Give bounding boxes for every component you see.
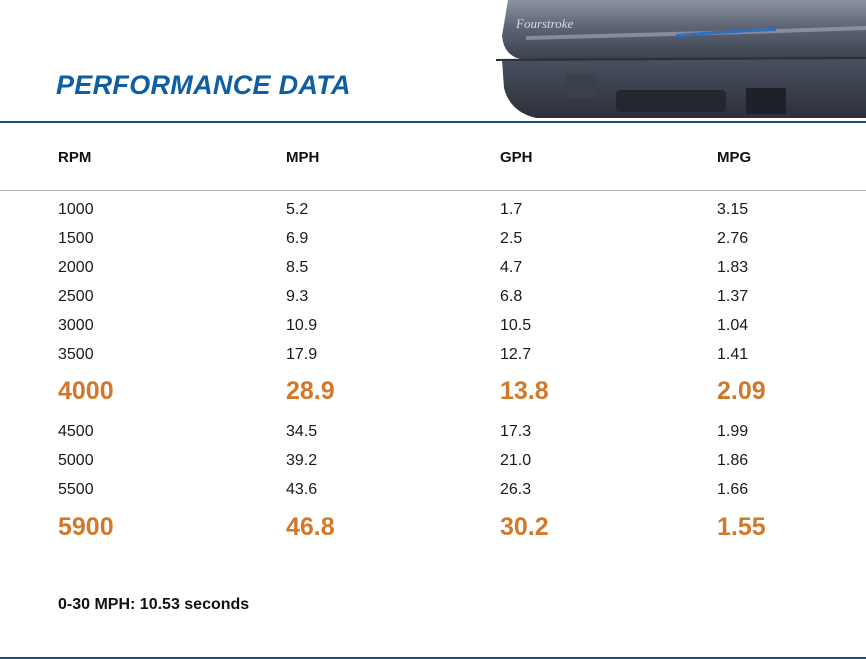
top-divider xyxy=(0,121,866,123)
cell-mpg: 1.66 xyxy=(717,481,749,498)
cell-mph: 6.9 xyxy=(286,230,309,247)
cell-mph: 17.9 xyxy=(286,346,318,363)
cell-mpg: 1.55 xyxy=(717,513,766,541)
cell-mpg: 1.41 xyxy=(717,346,749,363)
header-divider xyxy=(0,190,866,191)
cell-mpg: 2.76 xyxy=(717,230,749,247)
cell-rpm: 5000 xyxy=(58,452,94,469)
bottom-divider xyxy=(0,657,866,659)
cell-mph: 10.9 xyxy=(286,317,318,334)
cell-gph: 17.3 xyxy=(500,423,532,440)
acceleration-footnote: 0-30 MPH: 10.53 seconds xyxy=(58,596,250,613)
cell-gph: 1.7 xyxy=(500,201,523,218)
cell-mpg: 3.15 xyxy=(717,201,749,218)
cell-gph: 21.0 xyxy=(500,452,532,469)
cell-mpg: 1.83 xyxy=(717,259,749,276)
cell-rpm: 5900 xyxy=(58,513,114,541)
cell-mpg: 1.37 xyxy=(717,288,749,305)
cell-gph: 2.5 xyxy=(500,230,523,247)
cell-mph: 34.5 xyxy=(286,423,318,440)
cell-gph: 30.2 xyxy=(500,513,549,541)
cell-mpg: 1.04 xyxy=(717,317,749,334)
cell-rpm: 5500 xyxy=(58,481,94,498)
cell-gph: 6.8 xyxy=(500,288,523,305)
column-header-rpm: RPM xyxy=(58,149,92,166)
cell-rpm: 3500 xyxy=(58,346,94,363)
cell-mph: 8.5 xyxy=(286,259,309,276)
cell-gph: 10.5 xyxy=(500,317,532,334)
cell-gph: 13.8 xyxy=(500,377,549,405)
cell-gph: 4.7 xyxy=(500,259,523,276)
page-title: PERFORMANCE DATA xyxy=(56,70,351,100)
column-header-mpg: MPG xyxy=(717,149,752,166)
cell-mph: 46.8 xyxy=(286,513,335,541)
cell-mph: 9.3 xyxy=(286,288,309,305)
cell-rpm: 4000 xyxy=(58,377,114,405)
cell-rpm: 4500 xyxy=(58,423,94,440)
cell-mph: 39.2 xyxy=(286,452,318,469)
cell-rpm: 2000 xyxy=(58,259,94,276)
cell-mpg: 1.99 xyxy=(717,423,749,440)
cell-gph: 12.7 xyxy=(500,346,532,363)
cell-rpm: 1000 xyxy=(58,201,94,218)
column-header-gph: GPH xyxy=(500,149,533,166)
cell-rpm: 2500 xyxy=(58,288,94,305)
cell-mph: 28.9 xyxy=(286,377,335,405)
cell-mph: 5.2 xyxy=(286,201,309,218)
engine-brand-logo: Fourstroke xyxy=(515,16,574,31)
cell-rpm: 1500 xyxy=(58,230,94,247)
column-header-mph: MPH xyxy=(286,149,320,166)
cell-mpg: 2.09 xyxy=(717,377,766,405)
cell-mph: 43.6 xyxy=(286,481,318,498)
cell-gph: 26.3 xyxy=(500,481,532,498)
cell-rpm: 3000 xyxy=(58,317,94,334)
cell-mpg: 1.86 xyxy=(717,452,749,469)
outboard-engine-image: Fourstroke xyxy=(496,0,866,120)
